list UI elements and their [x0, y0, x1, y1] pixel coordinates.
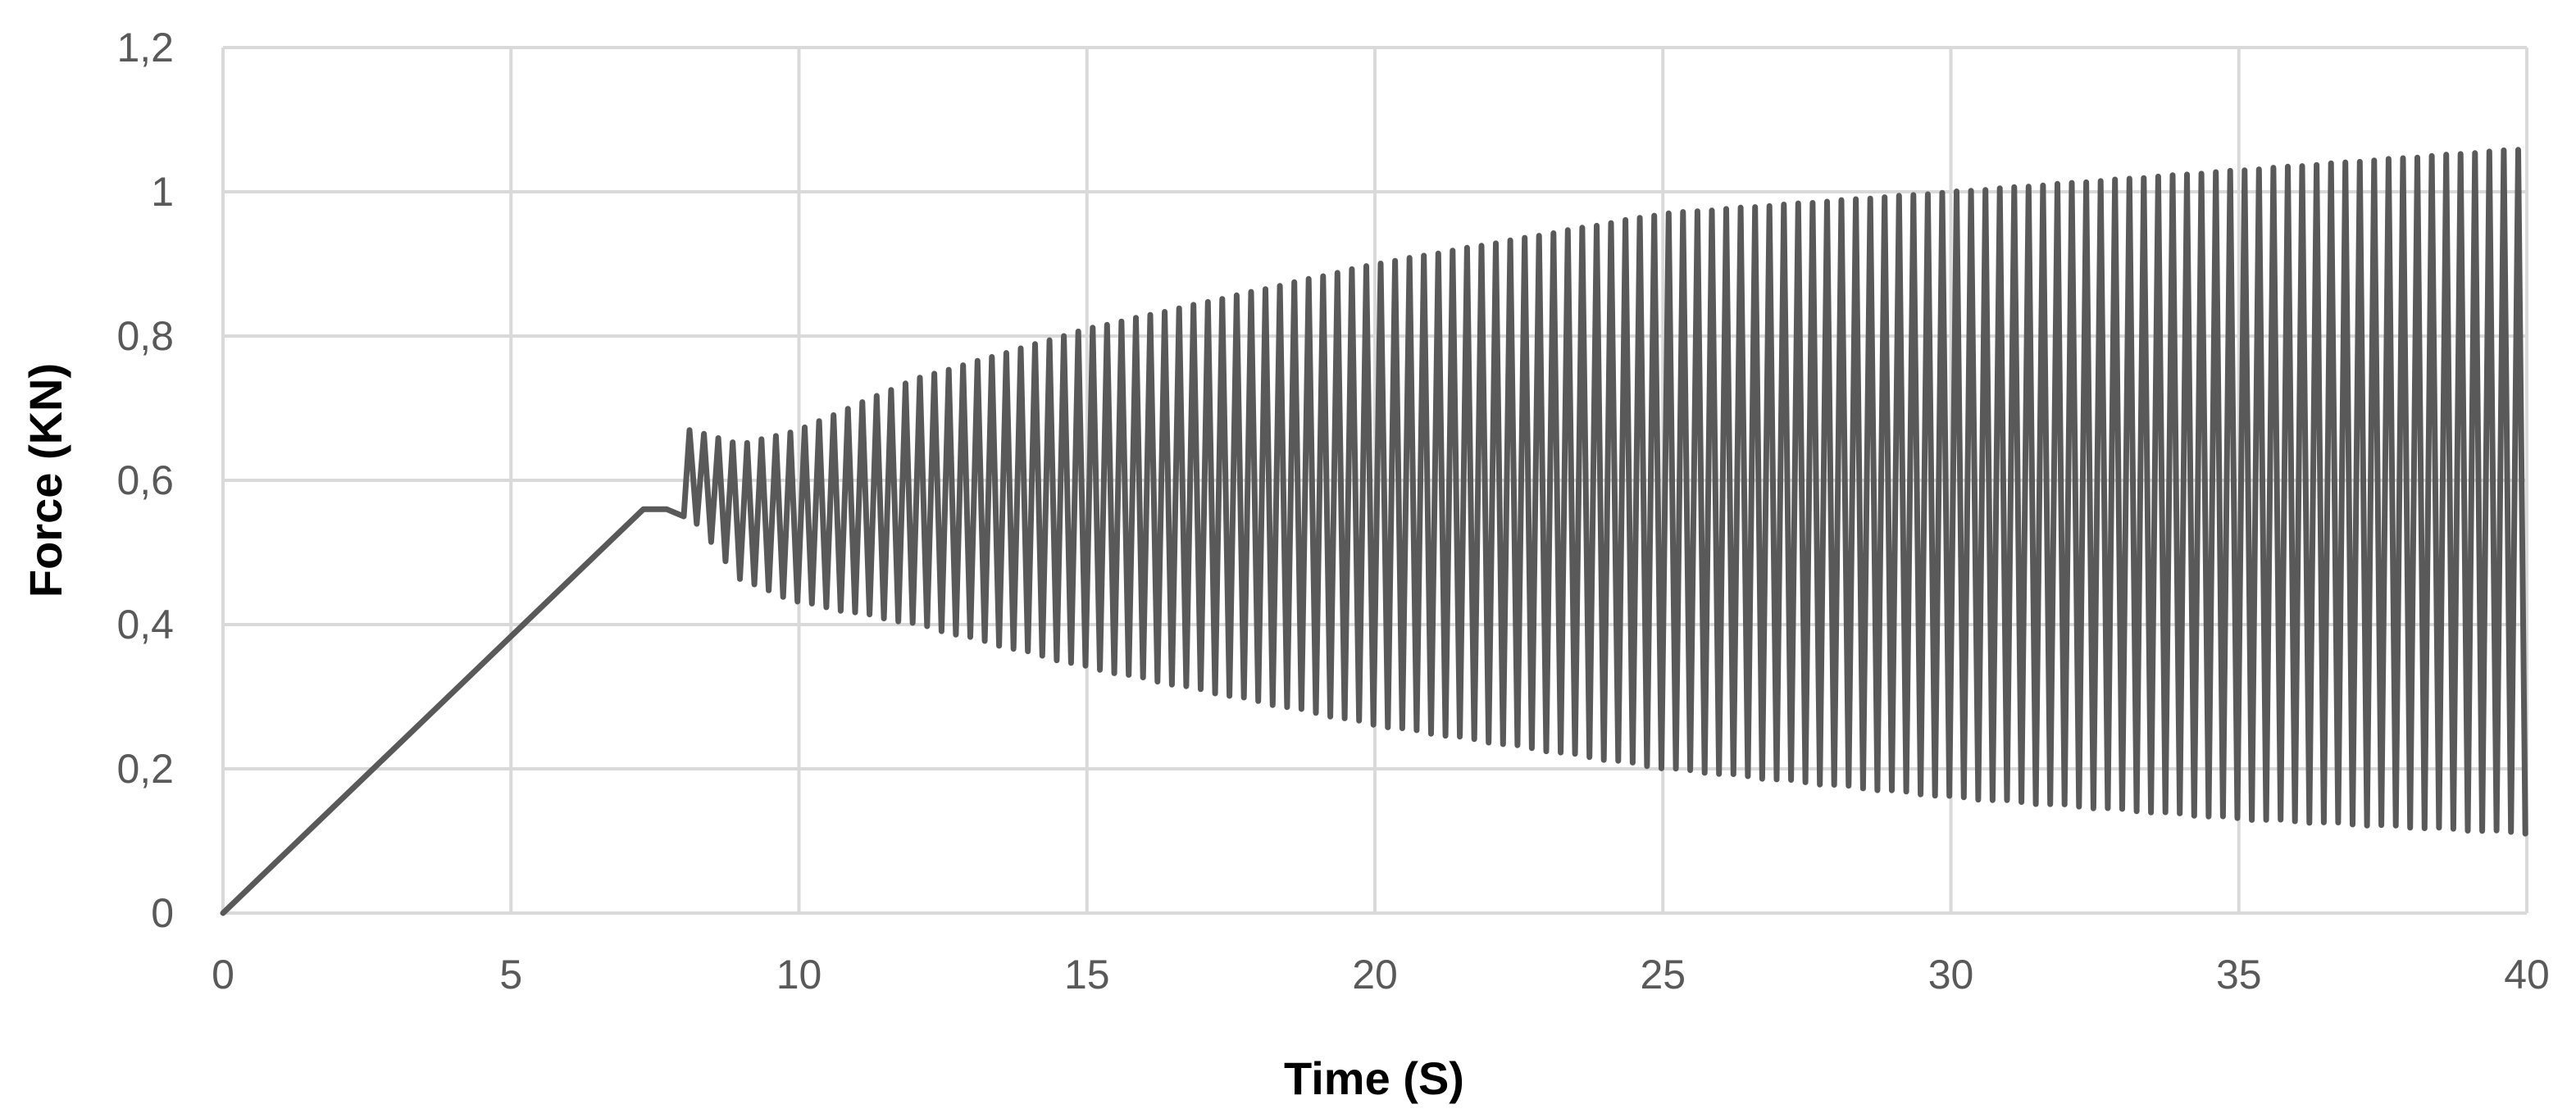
x-tick-label: 35 — [2216, 952, 2262, 998]
y-tick-label: 0,2 — [116, 746, 174, 792]
x-tick-label: 5 — [499, 952, 522, 998]
y-tick-label: 0 — [151, 890, 174, 936]
y-tick-label: 0,4 — [116, 602, 174, 648]
y-tick-label: 0,6 — [116, 457, 174, 503]
x-tick-label: 30 — [1928, 952, 1974, 998]
x-axis-title: Time (S) — [1284, 1052, 1464, 1104]
x-tick-label: 0 — [212, 952, 234, 998]
x-axis-tick-labels: 0 5 10 15 20 25 30 35 40 — [212, 952, 2550, 998]
x-tick-label: 10 — [776, 952, 822, 998]
force-series-line — [220, 147, 2528, 916]
y-axis-title: Force (KN) — [20, 363, 71, 598]
y-tick-label: 0,8 — [116, 313, 174, 359]
x-tick-label: 25 — [1640, 952, 1686, 998]
y-tick-label: 1 — [151, 169, 174, 215]
x-tick-label: 40 — [2504, 952, 2550, 998]
y-axis-tick-labels: 0 0,2 0,4 0,6 0,8 1 1,2 — [116, 25, 174, 936]
y-tick-label: 1,2 — [116, 25, 174, 70]
x-tick-label: 20 — [1352, 952, 1398, 998]
x-tick-label: 15 — [1064, 952, 1110, 998]
